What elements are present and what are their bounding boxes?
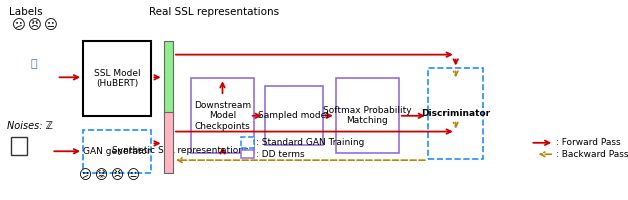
- Text: 😕: 😕: [79, 169, 92, 182]
- Text: : DD terms: : DD terms: [256, 150, 305, 159]
- FancyBboxPatch shape: [191, 78, 254, 153]
- Text: 😐: 😐: [43, 20, 57, 33]
- FancyBboxPatch shape: [264, 86, 323, 145]
- FancyBboxPatch shape: [83, 130, 151, 173]
- Text: SSL Model
(HuBERT): SSL Model (HuBERT): [94, 69, 141, 88]
- Text: Real SSL representations: Real SSL representations: [149, 7, 279, 17]
- Text: Softmax Probability
Matching: Softmax Probability Matching: [323, 106, 411, 125]
- Text: 😟: 😟: [95, 169, 108, 182]
- FancyBboxPatch shape: [11, 137, 26, 155]
- Text: Sampled model: Sampled model: [258, 111, 329, 120]
- Text: : Backward Pass: : Backward Pass: [556, 150, 628, 159]
- Text: Noises: ℤ: Noises: ℤ: [7, 121, 53, 131]
- Text: : Forward Pass: : Forward Pass: [556, 138, 621, 147]
- FancyBboxPatch shape: [428, 68, 483, 159]
- FancyBboxPatch shape: [241, 137, 254, 148]
- Text: GAN generator: GAN generator: [84, 147, 151, 156]
- FancyBboxPatch shape: [241, 150, 254, 158]
- Text: 🎤: 🎤: [30, 60, 37, 70]
- Text: 😠: 😠: [28, 20, 41, 33]
- Text: 😠: 😠: [111, 169, 124, 182]
- Text: Labels: Labels: [9, 7, 43, 17]
- Text: 😕: 😕: [12, 20, 26, 33]
- FancyBboxPatch shape: [336, 78, 399, 153]
- Text: Discriminator: Discriminator: [421, 109, 490, 118]
- Text: 😐: 😐: [127, 169, 139, 182]
- FancyBboxPatch shape: [163, 41, 173, 116]
- FancyBboxPatch shape: [83, 41, 151, 116]
- Text: : Standard GAN Training: : Standard GAN Training: [256, 138, 364, 147]
- Text: Downstream
Model
Checkpoints: Downstream Model Checkpoints: [194, 101, 251, 131]
- Text: Synthetic SSL representations: Synthetic SSL representations: [112, 146, 249, 155]
- FancyBboxPatch shape: [163, 112, 173, 173]
